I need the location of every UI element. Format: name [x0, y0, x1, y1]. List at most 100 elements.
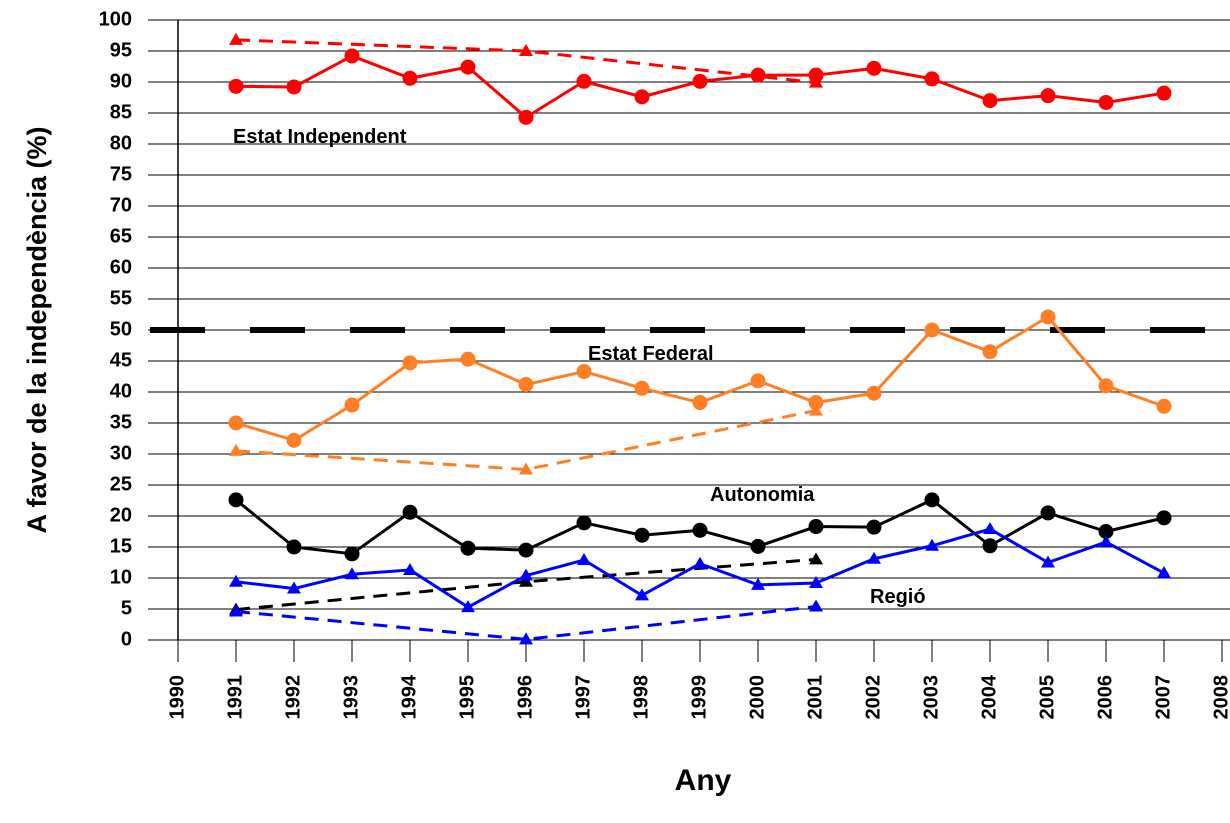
x-tick-label: 2002: [862, 675, 884, 720]
marker: [403, 562, 417, 575]
marker: [809, 575, 823, 588]
annotation: Estat Federal: [588, 343, 714, 365]
marker: [519, 44, 533, 56]
marker: [693, 556, 707, 569]
marker: [229, 604, 243, 617]
marker: [402, 504, 418, 520]
annotation: Regió: [870, 586, 926, 608]
marker: [286, 539, 302, 555]
y-tick-label: 90: [110, 70, 132, 92]
marker: [402, 70, 418, 86]
marker: [461, 600, 475, 613]
marker: [519, 462, 533, 475]
marker: [634, 527, 650, 543]
marker: [750, 67, 766, 83]
marker: [692, 522, 708, 538]
x-tick-label: 2000: [746, 675, 768, 720]
marker: [1098, 94, 1114, 110]
x-tick-label: 2006: [1094, 675, 1116, 720]
marker: [866, 385, 882, 401]
series-line: [235, 315, 1165, 442]
x-tick-label: 1990: [166, 675, 188, 720]
y-tick-label: 45: [110, 349, 132, 371]
marker: [344, 48, 360, 64]
x-tick-label: 1991: [224, 675, 246, 720]
y-tick-label: 20: [110, 504, 132, 526]
marker: [518, 542, 534, 558]
marker: [809, 403, 823, 416]
marker: [344, 546, 360, 562]
marker: [750, 538, 766, 554]
trend-line: [235, 409, 817, 471]
marker: [983, 522, 997, 535]
x-tick-label: 1998: [630, 675, 652, 720]
marker: [808, 395, 824, 411]
y-tick-label: 55: [110, 287, 132, 309]
marker: [750, 373, 766, 389]
marker: [577, 553, 591, 566]
marker: [402, 355, 418, 371]
x-tick-label: 2001: [804, 675, 826, 720]
marker: [866, 60, 882, 76]
y-tick-label: 15: [110, 535, 132, 557]
y-tick-label: 25: [110, 473, 132, 495]
y-tick-label: 80: [110, 132, 132, 154]
marker: [808, 519, 824, 535]
marker: [1098, 378, 1114, 394]
x-tick-label: 1992: [282, 675, 304, 720]
x-tick-label: 1995: [456, 675, 478, 720]
marker: [345, 567, 359, 580]
y-axis-label: A favor de la independència (%): [22, 126, 52, 533]
y-tick-label: 70: [110, 194, 132, 216]
marker: [229, 443, 243, 456]
y-tick-label: 60: [110, 256, 132, 278]
marker: [808, 67, 824, 83]
marker: [809, 599, 823, 612]
x-axis-label: Any: [675, 764, 732, 797]
x-tick-label: 1999: [688, 675, 710, 720]
x-tick-label: 2008: [1210, 675, 1230, 720]
marker: [866, 519, 882, 535]
marker: [924, 322, 940, 338]
marker: [1041, 555, 1055, 568]
marker: [1156, 85, 1172, 101]
marker: [287, 581, 301, 594]
marker: [692, 395, 708, 411]
marker: [460, 59, 476, 75]
marker: [519, 574, 533, 587]
x-tick-label: 1994: [398, 674, 420, 719]
marker: [519, 568, 533, 581]
marker: [344, 397, 360, 413]
marker: [867, 551, 881, 564]
x-tick-label: 2007: [1152, 675, 1174, 720]
marker: [982, 538, 998, 554]
marker: [460, 351, 476, 367]
marker: [809, 552, 823, 565]
trend-line: [235, 605, 817, 641]
annotation: Autonomia: [710, 484, 815, 506]
marker: [576, 515, 592, 531]
marker: [1040, 309, 1056, 325]
marker: [1040, 505, 1056, 521]
marker: [229, 574, 243, 587]
marker: [518, 109, 534, 125]
x-tick-label: 2003: [920, 675, 942, 720]
y-tick-label: 35: [110, 411, 132, 433]
x-tick-label: 2004: [978, 674, 1000, 719]
marker: [1157, 566, 1171, 579]
marker: [1156, 398, 1172, 414]
y-tick-label: 85: [110, 101, 132, 123]
y-tick-label: 50: [110, 318, 132, 340]
marker: [228, 78, 244, 94]
x-tick-label: 2005: [1036, 675, 1058, 720]
marker: [982, 344, 998, 360]
y-tick-label: 100: [99, 8, 132, 30]
x-tick-label: 1993: [340, 675, 362, 720]
y-tick-label: 10: [110, 566, 132, 588]
marker: [1098, 524, 1114, 539]
y-tick-label: 40: [110, 380, 132, 402]
marker: [634, 380, 650, 396]
x-tick-label: 1997: [572, 675, 594, 720]
marker: [519, 632, 533, 645]
